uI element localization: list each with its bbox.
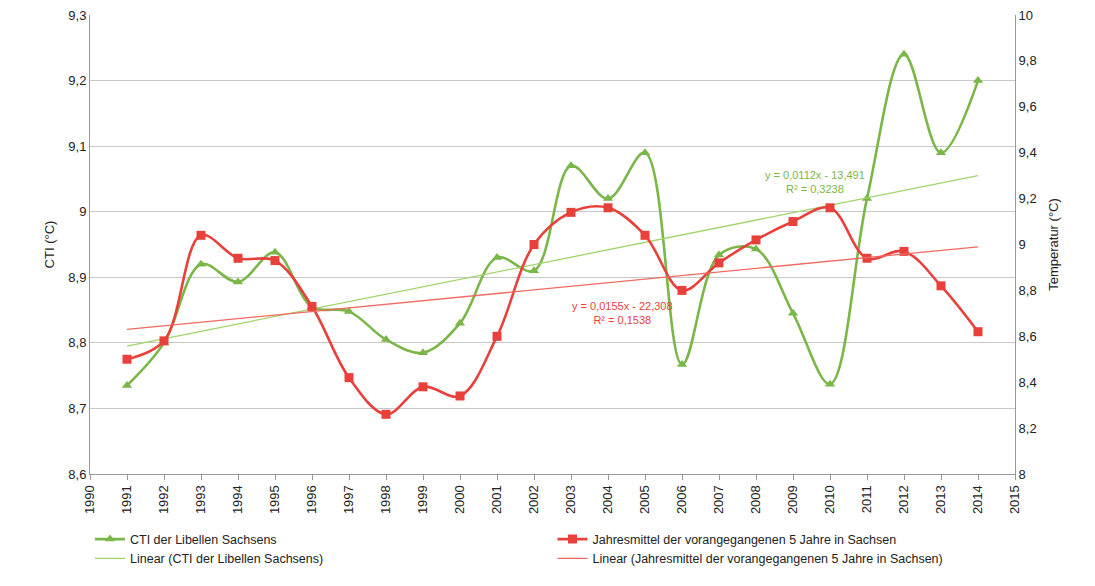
svg-text:2005: 2005	[637, 485, 652, 514]
svg-text:2013: 2013	[933, 485, 948, 514]
svg-text:8,6: 8,6	[68, 467, 86, 482]
svg-text:1993: 1993	[193, 485, 208, 514]
svg-text:1990: 1990	[82, 485, 97, 514]
svg-text:Linear (CTI der Libellen Sachs: Linear (CTI der Libellen Sachsens)	[130, 552, 323, 566]
svg-text:2006: 2006	[674, 485, 689, 514]
svg-text:1994: 1994	[230, 485, 245, 514]
svg-text:2007: 2007	[711, 485, 726, 514]
svg-text:10: 10	[1019, 8, 1033, 23]
svg-text:9,4: 9,4	[1019, 145, 1037, 160]
svg-text:y = 0,0112x - 13,491R² = 0,323: y = 0,0112x - 13,491R² = 0,3238	[765, 169, 865, 195]
svg-text:1991: 1991	[119, 485, 134, 514]
svg-text:y = 0,0155x - 22,308R² = 0,153: y = 0,0155x - 22,308R² = 0,1538	[572, 300, 673, 326]
svg-text:Linear (Jahresmittel der voran: Linear (Jahresmittel der vorangegangenen…	[593, 552, 943, 566]
svg-text:9: 9	[1019, 237, 1026, 252]
svg-text:2000: 2000	[452, 485, 467, 514]
svg-text:1996: 1996	[304, 485, 319, 514]
svg-text:9: 9	[79, 204, 86, 219]
svg-text:2009: 2009	[785, 485, 800, 514]
svg-text:2010: 2010	[822, 485, 837, 514]
svg-text:1995: 1995	[267, 485, 282, 514]
svg-text:8: 8	[1019, 467, 1026, 482]
svg-text:9,3: 9,3	[68, 8, 86, 23]
svg-text:8,6: 8,6	[1019, 329, 1037, 344]
svg-text:8,2: 8,2	[1019, 421, 1037, 436]
svg-text:9,2: 9,2	[68, 73, 86, 88]
svg-text:8,9: 8,9	[68, 270, 86, 285]
svg-text:Jahresmittel der vorangegangen: Jahresmittel der vorangegangenen 5 Jahre…	[593, 533, 897, 547]
svg-text:2012: 2012	[896, 485, 911, 514]
svg-text:1999: 1999	[415, 485, 430, 514]
svg-text:2001: 2001	[489, 485, 504, 514]
svg-text:2015: 2015	[1007, 485, 1022, 514]
svg-text:1992: 1992	[156, 485, 171, 514]
svg-text:9,6: 9,6	[1019, 99, 1037, 114]
svg-text:2003: 2003	[563, 485, 578, 514]
svg-text:2014: 2014	[970, 485, 985, 514]
svg-text:8,8: 8,8	[1019, 283, 1037, 298]
svg-text:9,1: 9,1	[68, 139, 86, 154]
svg-text:CTI der Libellen Sachsens: CTI der Libellen Sachsens	[130, 533, 277, 547]
svg-text:Temperatur (°C): Temperatur (°C)	[1046, 198, 1061, 291]
svg-text:8,7: 8,7	[68, 401, 86, 416]
svg-text:8,8: 8,8	[68, 335, 86, 350]
svg-text:9,2: 9,2	[1019, 191, 1037, 206]
svg-text:1997: 1997	[341, 485, 356, 514]
svg-text:2002: 2002	[526, 485, 541, 514]
svg-text:2008: 2008	[748, 485, 763, 514]
svg-text:2011: 2011	[859, 485, 874, 513]
svg-text:1998: 1998	[378, 485, 393, 514]
svg-text:2004: 2004	[600, 485, 615, 514]
svg-text:9,8: 9,8	[1019, 53, 1037, 68]
svg-text:8,4: 8,4	[1019, 375, 1037, 390]
svg-text:CTI (°C): CTI (°C)	[42, 221, 57, 269]
